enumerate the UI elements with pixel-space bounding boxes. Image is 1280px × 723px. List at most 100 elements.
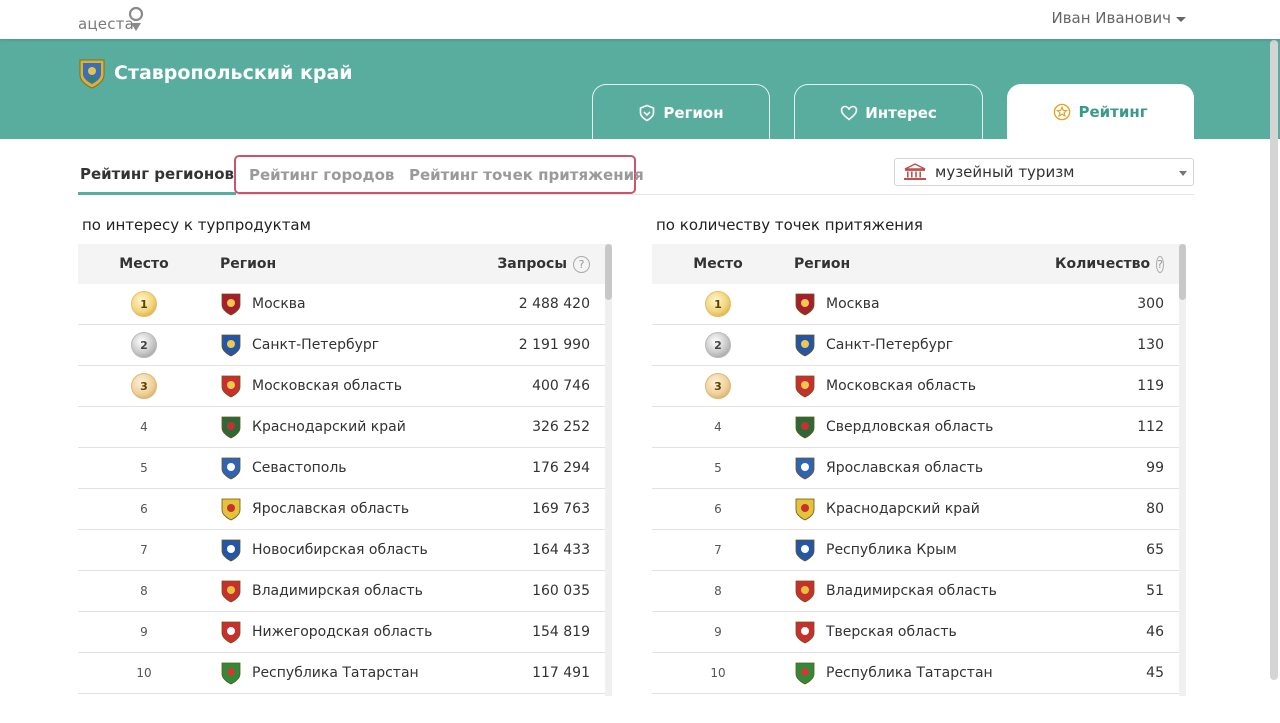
table-row[interactable]: 3 Московская область 400 746 [78, 366, 612, 407]
table-row[interactable]: 7 Республика Крым 65 [652, 530, 1186, 571]
silver-medal-icon: 2 [131, 332, 157, 358]
place-cell: 2 [652, 332, 784, 358]
table-scrollbar[interactable] [1179, 244, 1186, 696]
table-row[interactable]: 5 Севастополь 176 294 [78, 448, 612, 489]
user-menu[interactable]: Иван Иванович [1051, 9, 1186, 27]
page-scrollbar[interactable] [1270, 40, 1278, 680]
region-cell: Владимирская область [784, 579, 1064, 603]
region-name: Нижегородская область [252, 624, 433, 640]
place-number: 8 [714, 584, 722, 598]
place-cell: 3 [652, 373, 784, 399]
coat-of-arms-icon [221, 334, 241, 357]
table-row[interactable]: 4 Свердловская область 112 [652, 407, 1186, 448]
value-cell: 2 488 420 [518, 296, 590, 312]
table-row[interactable]: 8 Владимирская область 51 [652, 571, 1186, 612]
table-row[interactable]: 1 Москва 2 488 420 [78, 284, 612, 325]
coat-of-arms-icon [795, 539, 815, 562]
place-number: 4 [714, 420, 722, 434]
region-cell: Республика Крым [784, 538, 1064, 562]
table-row[interactable]: 1 Москва 300 [652, 284, 1186, 325]
interest-ranking-table: Место Регион Запросы ? 1 Москва 2 488 420 2… [78, 244, 612, 696]
tab-rating[interactable]: Рейтинг [1007, 84, 1194, 139]
subtab-label: Рейтинг точек притяжения [409, 166, 644, 184]
region-name: Краснодарский край [826, 501, 980, 517]
place-number: 9 [714, 625, 722, 639]
tab-interest[interactable]: Интерес [794, 84, 983, 140]
scrollbar-thumb[interactable] [1179, 244, 1186, 300]
place-number: 10 [136, 666, 152, 680]
tab-region[interactable]: Регион [592, 84, 770, 140]
table-scrollbar[interactable] [605, 244, 612, 696]
region-name: Ярославская область [826, 460, 984, 476]
table-row[interactable]: 9 Тверская область 46 [652, 612, 1186, 653]
coat-of-arms-icon [221, 416, 241, 439]
place-number: 9 [140, 625, 148, 639]
table-row[interactable]: 6 Краснодарский край 80 [652, 489, 1186, 530]
value-cell: 176 294 [532, 460, 590, 476]
region-cell: Москва [784, 292, 1064, 316]
place-number: 10 [710, 666, 726, 680]
place-number: 6 [140, 502, 148, 516]
col-value-label: Запросы [497, 256, 567, 272]
help-icon[interactable]: ? [573, 255, 590, 273]
place-number: 2 [140, 338, 148, 352]
subtab-attractions[interactable]: Рейтинг точек притяжения [409, 155, 644, 195]
col-place-header: Место [693, 256, 743, 272]
coat-of-arms-icon [221, 580, 241, 603]
panel-title: по количеству точек притяжения [656, 216, 923, 234]
region-name: Ставропольский край [114, 62, 353, 84]
col-value-header: Количество ? [1055, 255, 1164, 273]
table-row[interactable]: 8 Владимирская область 160 035 [78, 571, 612, 612]
place-cell: 1 [78, 291, 210, 317]
subtab-label: Рейтинг городов [249, 166, 395, 184]
top-bar: ацеста Иван Иванович [0, 0, 1280, 39]
col-value-header: Запросы ? [490, 255, 590, 273]
region-name: Московская область [826, 378, 977, 394]
table-row[interactable]: 10 Республика Татарстан 117 491 [78, 653, 612, 694]
location-pin-icon [128, 6, 144, 31]
table-row[interactable]: 5 Ярославская область 99 [652, 448, 1186, 489]
region-name: Владимирская область [252, 583, 423, 599]
place-cell: 10 [652, 666, 784, 680]
table-row[interactable]: 7 Новосибирская область 164 433 [78, 530, 612, 571]
coat-of-arms-icon [795, 334, 815, 357]
region-name: Москва [826, 296, 880, 312]
table-row[interactable]: 2 Санкт-Петербург 130 [652, 325, 1186, 366]
table-header: Место Регион Количество ? [652, 244, 1186, 284]
subtab-regions[interactable]: Рейтинг регионов [78, 155, 237, 195]
chevron-down-icon [1179, 171, 1187, 176]
rating-subnav: Рейтинг регионов Рейтинг городов Рейтинг… [78, 155, 1194, 195]
region-cell: Краснодарский край [210, 415, 490, 439]
coat-of-arms-icon [221, 293, 241, 316]
bronze-medal-icon: 3 [705, 373, 731, 399]
region-cell: Московская область [784, 374, 1064, 398]
table-row[interactable]: 9 Нижегородская область 154 819 [78, 612, 612, 653]
table-row[interactable]: 2 Санкт-Петербург 2 191 990 [78, 325, 612, 366]
region-cell: Москва [210, 292, 490, 316]
table-row[interactable]: 4 Краснодарский край 326 252 [78, 407, 612, 448]
region-name: Владимирская область [826, 583, 997, 599]
value-cell: 130 [1137, 337, 1164, 353]
bronze-medal-icon: 3 [131, 373, 157, 399]
help-icon[interactable]: ? [1156, 255, 1164, 273]
scrollbar-thumb[interactable] [605, 244, 612, 300]
coat-of-arms-icon [221, 457, 241, 480]
coat-of-arms-icon [221, 539, 241, 562]
table-row[interactable]: 6 Ярославская область 169 763 [78, 489, 612, 530]
table-row[interactable]: 10 Республика Татарстан 45 [652, 653, 1186, 694]
chevron-down-icon [1176, 16, 1186, 22]
region-header: Ставропольский край [78, 57, 353, 89]
value-cell: 164 433 [532, 542, 590, 558]
subtab-cities[interactable]: Рейтинг городов [249, 155, 394, 195]
tab-label: Рейтинг [1078, 103, 1148, 121]
place-number: 2 [714, 338, 722, 352]
region-coat-of-arms-icon [79, 59, 105, 89]
interest-ranking-panel: по интересу к турпродуктам Место Регион … [78, 212, 620, 696]
coat-of-arms-icon [795, 498, 815, 521]
tourism-type-select[interactable]: музейный туризм [894, 158, 1194, 186]
subtab-label: Рейтинг регионов [80, 164, 235, 183]
table-row[interactable]: 3 Московская область 119 [652, 366, 1186, 407]
place-cell: 3 [78, 373, 210, 399]
tab-label: Интерес [865, 103, 937, 122]
region-name: Новосибирская область [252, 542, 428, 558]
